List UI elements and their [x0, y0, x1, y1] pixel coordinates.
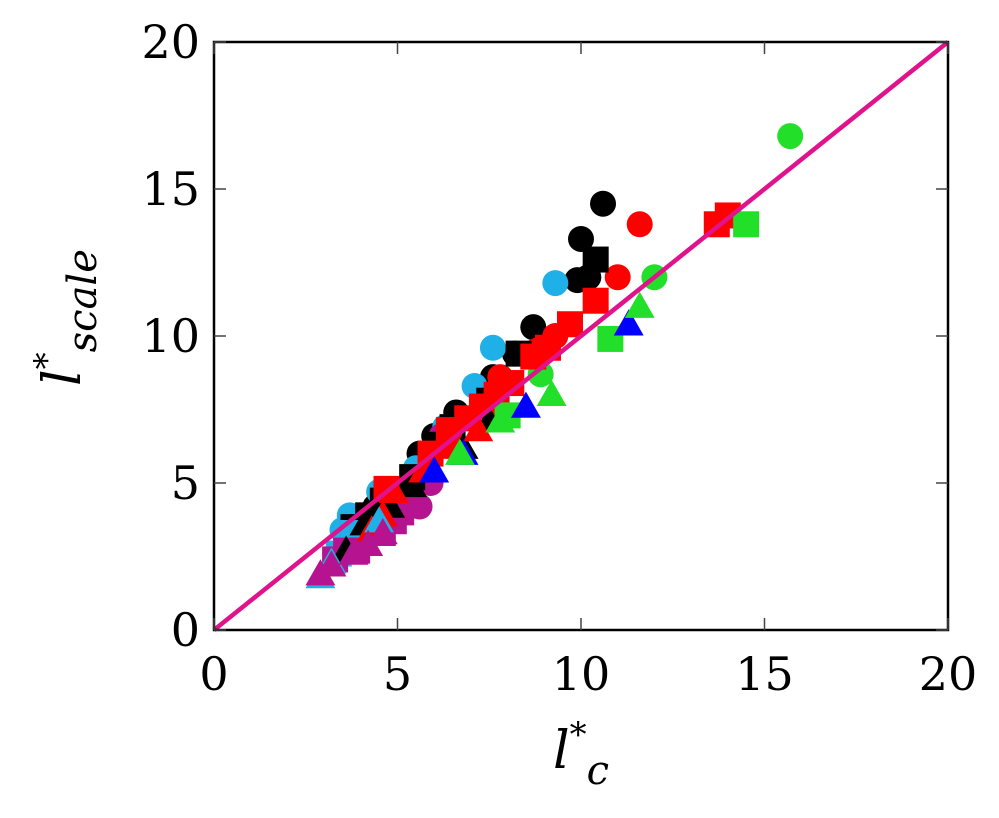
data-point-circle — [479, 334, 506, 361]
data-point-circle — [626, 211, 653, 238]
y-tick-label: 5 — [171, 456, 200, 510]
x-tick-label: 20 — [919, 647, 978, 701]
y-axis-label-base: l — [33, 369, 93, 386]
reference-line — [212, 40, 950, 632]
data-point-square — [556, 311, 583, 338]
data-point-circle — [777, 123, 804, 150]
data-point-circle — [568, 225, 594, 252]
data-point-square — [582, 246, 609, 273]
y-tick-label: 10 — [141, 309, 200, 363]
data-point-circle — [520, 314, 547, 341]
x-tick-label: 5 — [383, 647, 412, 701]
y-tick-label: 0 — [171, 603, 200, 657]
data-point-triangle — [305, 559, 336, 586]
x-tick-label: 15 — [735, 647, 794, 701]
x-tick-label: 10 — [552, 647, 611, 701]
data-point-circle — [604, 264, 631, 291]
data-point-square — [435, 417, 462, 444]
data-point-circle — [564, 267, 591, 294]
data-point-triangle — [397, 470, 428, 498]
data-point-triangle — [378, 476, 409, 504]
data-point-triangle — [536, 379, 567, 407]
data-point-triangle — [613, 309, 644, 336]
x-axis-label-sub: c — [587, 748, 609, 794]
x-axis-label: l*c — [553, 715, 609, 794]
data-point-triangle — [485, 406, 516, 433]
data-point-triangle — [511, 391, 541, 418]
data-point-circle — [590, 190, 617, 217]
y-axis-label-sup: * — [27, 352, 67, 369]
y-tick-label: 20 — [141, 15, 200, 69]
y-axis-label: l*scale — [27, 249, 106, 386]
x-axis-label-sup: * — [570, 715, 587, 755]
data-point-circle — [542, 270, 569, 297]
data-point-square — [733, 211, 760, 238]
y-axis-label-sub: scale — [60, 249, 106, 352]
x-axis-label-base: l — [553, 721, 570, 781]
data-point-triangle — [353, 529, 384, 556]
data-point-triangle — [338, 538, 369, 565]
x-tick-label: 0 — [199, 647, 228, 701]
data-marks — [305, 123, 804, 589]
data-point-triangle — [419, 456, 450, 483]
axis-ticks: 0 5 10 15 20 0 5 10 15 20 — [141, 15, 977, 701]
data-point-triangle — [444, 438, 475, 465]
y-tick-label: 15 — [141, 162, 200, 216]
data-point-square — [582, 287, 609, 314]
data-point-triangle — [463, 415, 494, 442]
data-point-triangle — [367, 518, 398, 545]
data-point-triangle — [624, 291, 655, 318]
